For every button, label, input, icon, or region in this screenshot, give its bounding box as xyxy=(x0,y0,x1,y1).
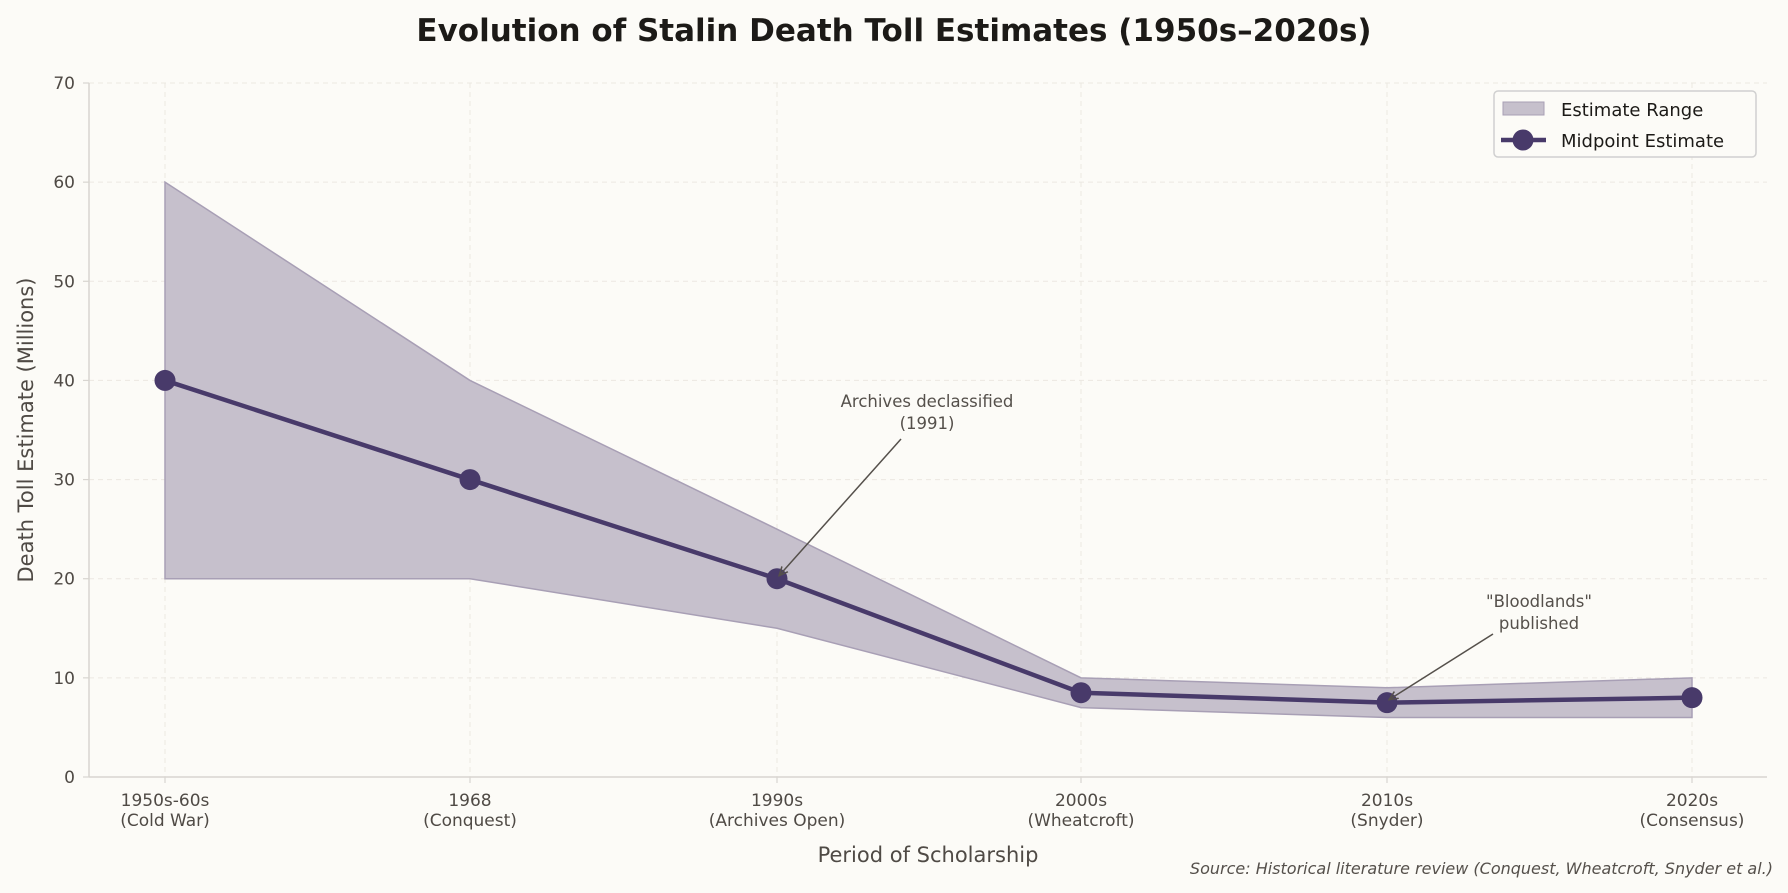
x-tick-label: (Wheatcroft) xyxy=(1027,811,1134,831)
y-tick-label: 30 xyxy=(53,471,75,491)
x-tick-label: 1990s xyxy=(751,791,803,811)
legend-swatch-range xyxy=(1502,101,1545,116)
annotation-text: (1991) xyxy=(900,414,955,433)
data-point xyxy=(766,568,788,590)
data-point xyxy=(1681,687,1703,709)
annotation-text: "Bloodlands" xyxy=(1486,592,1592,611)
annotation-text: published xyxy=(1499,614,1579,633)
x-tick-label: 1950s-60s xyxy=(121,791,210,811)
y-tick-label: 40 xyxy=(53,371,75,391)
source-note: Source: Historical literature review (Co… xyxy=(1190,859,1773,878)
annotation-arrow xyxy=(779,438,902,576)
y-axis-label: Death Toll Estimate (Millions) xyxy=(14,277,38,582)
data-point xyxy=(1070,682,1092,704)
data-point xyxy=(459,469,481,491)
y-tick-label: 70 xyxy=(53,74,75,94)
chart-title: Evolution of Stalin Death Toll Estimates… xyxy=(416,13,1371,49)
x-tick-label: 2020s xyxy=(1666,791,1718,811)
legend-box xyxy=(1493,90,1757,158)
x-tick-label: (Consensus) xyxy=(1640,811,1745,831)
annotations: Archives declassified (1991) "Bloodlands" p… xyxy=(779,392,1592,700)
x-axis-label: Period of Scholarship xyxy=(818,843,1039,867)
annotation-text: Archives declassified xyxy=(841,392,1014,411)
y-tick-label: 20 xyxy=(53,570,75,590)
x-tick-label: 2000s xyxy=(1055,791,1107,811)
y-tick-label: 50 xyxy=(53,272,75,292)
x-tick-label: 2010s xyxy=(1361,791,1413,811)
midpoint-polyline xyxy=(164,378,1693,705)
x-tick-label: (Cold War) xyxy=(120,811,210,831)
data-point xyxy=(1376,692,1398,714)
x-tick-label: (Archives Open) xyxy=(709,811,846,831)
range-band xyxy=(164,180,1693,719)
x-tick-label: (Conquest) xyxy=(423,811,517,831)
y-tick-label: 0 xyxy=(64,768,75,788)
annotation-arrow xyxy=(1389,633,1494,700)
estimate-range xyxy=(164,180,1693,719)
legend-label-range: Estimate Range xyxy=(1561,100,1703,121)
x-tick-label: (Snyder) xyxy=(1350,811,1423,831)
midpoint-line xyxy=(154,369,1703,714)
legend: Estimate Range Midpoint Estimate xyxy=(1493,90,1757,158)
x-tick-label: 1968 xyxy=(448,791,491,811)
data-point xyxy=(154,369,176,391)
y-tick-label: 10 xyxy=(53,669,75,689)
y-tick-label: 60 xyxy=(53,173,75,193)
legend-swatch-marker xyxy=(1512,129,1534,151)
legend-label-line: Midpoint Estimate xyxy=(1561,131,1724,152)
